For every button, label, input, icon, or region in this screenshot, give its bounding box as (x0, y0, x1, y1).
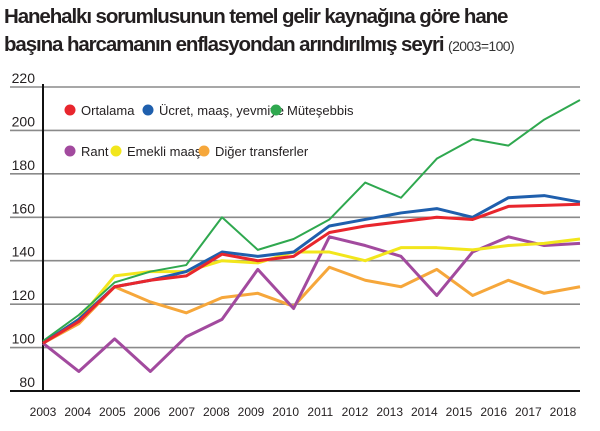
legend-marker (270, 104, 282, 116)
legend-label: Müteşebbis (287, 103, 354, 118)
y-tick-label: 80 (19, 374, 35, 390)
x-tick-label: 2009 (238, 405, 265, 419)
x-tick-label: 2011 (307, 405, 333, 419)
series-line-ortalama (42, 202, 581, 345)
chart-title-line2-text: başına harcamanın enflasyondan arındırıl… (4, 33, 445, 56)
x-tick-label: 2008 (203, 405, 230, 419)
legend-label: Diğer transferler (215, 144, 309, 159)
x-tick-label: 2006 (134, 405, 161, 419)
y-tick-label: 140 (12, 244, 36, 260)
legend-label: Ortalama (81, 103, 135, 118)
y-tick-label: 180 (12, 157, 36, 173)
x-tick-label: 2013 (376, 405, 403, 419)
x-tick-label: 2010 (272, 405, 299, 419)
x-tick-label: 2014 (411, 405, 438, 419)
x-tick-label: 2005 (99, 405, 126, 419)
x-tick-label: 2015 (446, 405, 473, 419)
legend-label: Ücret, maaş, yevmiye (159, 103, 284, 118)
series-line-m-te-ebbis (42, 99, 581, 342)
x-tick-label: 2012 (342, 405, 369, 419)
y-tick-label: 220 (12, 70, 36, 86)
x-tick-label: 2017 (515, 405, 542, 419)
legend-label: Emekli maaşı (127, 144, 205, 159)
y-tick-label: 120 (12, 287, 36, 303)
y-tick-label: 100 (12, 331, 36, 347)
x-tick-label: 2016 (480, 405, 507, 419)
chart-subtitle: (2003=100) (448, 38, 515, 54)
x-tick-label: 2003 (30, 405, 57, 419)
x-tick-label: 2018 (550, 405, 577, 419)
x-tick-label: 2004 (64, 405, 91, 419)
chart-title-line2: başına harcamanın enflasyondan arındırıl… (4, 33, 515, 57)
legend-marker (142, 104, 154, 116)
y-tick-label: 200 (12, 113, 36, 129)
chart-title-line1: Hanehalkı sorumlusunun temel gelir kayna… (4, 5, 508, 28)
legend-marker (64, 104, 76, 116)
legend-label: Rant (81, 144, 109, 159)
x-tick-label: 2007 (168, 405, 195, 419)
series-line-rant (42, 235, 581, 373)
series-line-emekli-maa- (42, 237, 581, 345)
legend-marker (198, 145, 210, 157)
legend-marker (64, 145, 76, 157)
series-line-di-er-transferler (42, 265, 581, 345)
y-tick-label: 160 (12, 200, 36, 216)
legend-marker (110, 145, 122, 157)
